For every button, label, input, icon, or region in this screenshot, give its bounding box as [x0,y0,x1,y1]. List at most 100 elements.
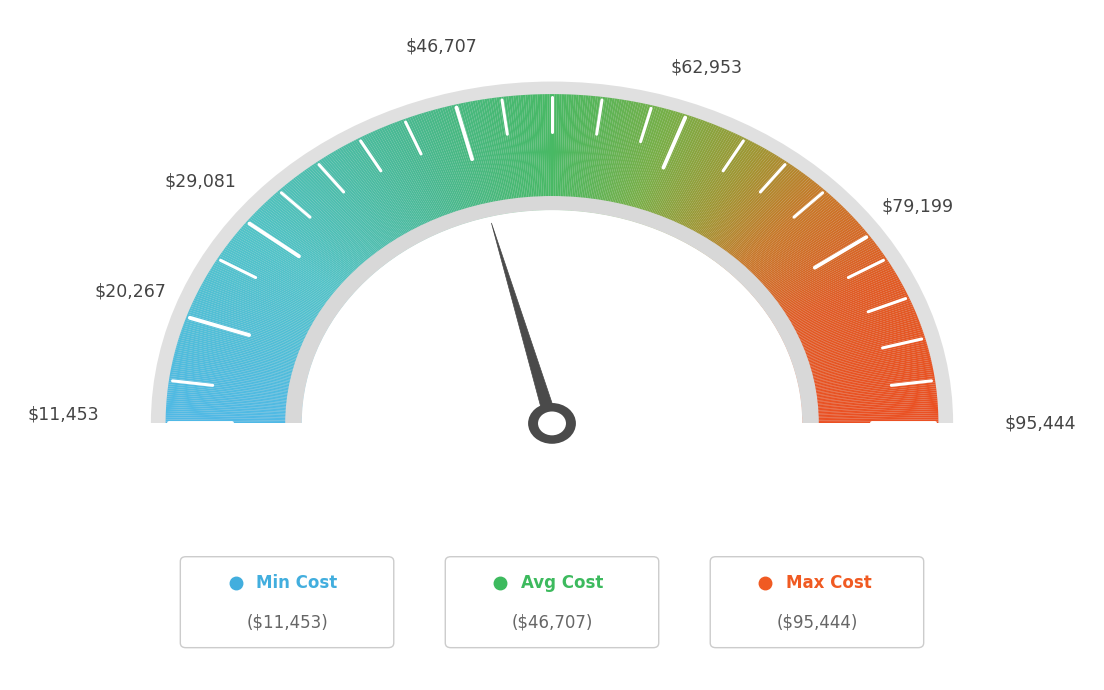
Wedge shape [803,422,938,424]
Wedge shape [287,182,382,268]
Wedge shape [678,139,749,240]
FancyBboxPatch shape [710,557,924,648]
Wedge shape [325,156,406,251]
Wedge shape [166,407,302,414]
Wedge shape [594,99,619,213]
Wedge shape [800,386,936,401]
Wedge shape [795,346,928,374]
Wedge shape [199,289,323,337]
Wedge shape [739,204,842,282]
Wedge shape [605,101,636,215]
Wedge shape [383,126,444,232]
Wedge shape [657,125,716,230]
Wedge shape [705,164,790,256]
Wedge shape [206,274,329,328]
Wedge shape [302,171,391,261]
Wedge shape [800,388,936,402]
Wedge shape [777,282,902,333]
Wedge shape [225,245,341,309]
Wedge shape [528,95,538,210]
Wedge shape [452,105,488,217]
Wedge shape [697,155,777,250]
Wedge shape [601,100,629,215]
Wedge shape [171,366,306,387]
Wedge shape [513,95,529,211]
Wedge shape [797,355,931,381]
Wedge shape [797,359,932,384]
Wedge shape [776,276,899,329]
Wedge shape [538,95,544,210]
Wedge shape [381,127,443,232]
Wedge shape [437,108,479,219]
Wedge shape [203,279,327,331]
Wedge shape [684,144,760,244]
Wedge shape [793,335,925,368]
Wedge shape [368,133,434,236]
Wedge shape [329,153,408,249]
Wedge shape [516,95,530,211]
Wedge shape [166,405,302,413]
Wedge shape [265,201,368,280]
Wedge shape [172,362,306,385]
Text: $11,453: $11,453 [28,406,99,424]
Wedge shape [197,293,322,340]
Wedge shape [792,328,922,363]
Wedge shape [253,213,359,288]
Wedge shape [277,190,375,273]
Wedge shape [677,138,746,239]
Wedge shape [710,168,798,259]
Wedge shape [173,353,307,380]
Polygon shape [0,424,1104,690]
Wedge shape [753,226,863,297]
Text: ($46,707): ($46,707) [511,613,593,631]
Wedge shape [289,181,383,267]
Wedge shape [280,188,378,272]
Wedge shape [656,124,714,230]
Wedge shape [803,417,938,421]
Wedge shape [174,350,308,377]
Wedge shape [396,121,453,228]
Wedge shape [799,374,934,393]
Wedge shape [463,103,496,216]
Wedge shape [220,254,338,315]
FancyBboxPatch shape [180,557,394,648]
Wedge shape [503,97,522,212]
Wedge shape [337,149,414,246]
Wedge shape [788,316,917,355]
Wedge shape [426,112,471,222]
Wedge shape [168,391,302,404]
Wedge shape [749,220,858,293]
Wedge shape [473,101,502,215]
Wedge shape [771,263,891,321]
Text: $29,081: $29,081 [164,173,236,191]
Wedge shape [202,282,327,333]
Wedge shape [764,248,881,311]
Text: $46,707: $46,707 [405,38,477,56]
Wedge shape [709,167,796,258]
Wedge shape [670,133,736,236]
Wedge shape [681,141,753,242]
Wedge shape [274,193,373,275]
Wedge shape [616,105,652,217]
Wedge shape [570,95,581,210]
Wedge shape [646,118,699,226]
Wedge shape [779,285,904,335]
Wedge shape [394,122,452,229]
Wedge shape [238,230,350,299]
Wedge shape [431,110,475,221]
Wedge shape [553,94,556,210]
Wedge shape [682,142,755,242]
Wedge shape [180,333,311,366]
Wedge shape [509,96,526,212]
Wedge shape [796,352,930,378]
Wedge shape [403,119,457,226]
Wedge shape [416,115,466,224]
Wedge shape [795,344,927,373]
Wedge shape [297,175,388,264]
Wedge shape [188,312,317,353]
Wedge shape [614,104,650,217]
Wedge shape [167,393,302,404]
Wedge shape [479,99,507,214]
Wedge shape [363,135,432,237]
Wedge shape [746,217,854,290]
